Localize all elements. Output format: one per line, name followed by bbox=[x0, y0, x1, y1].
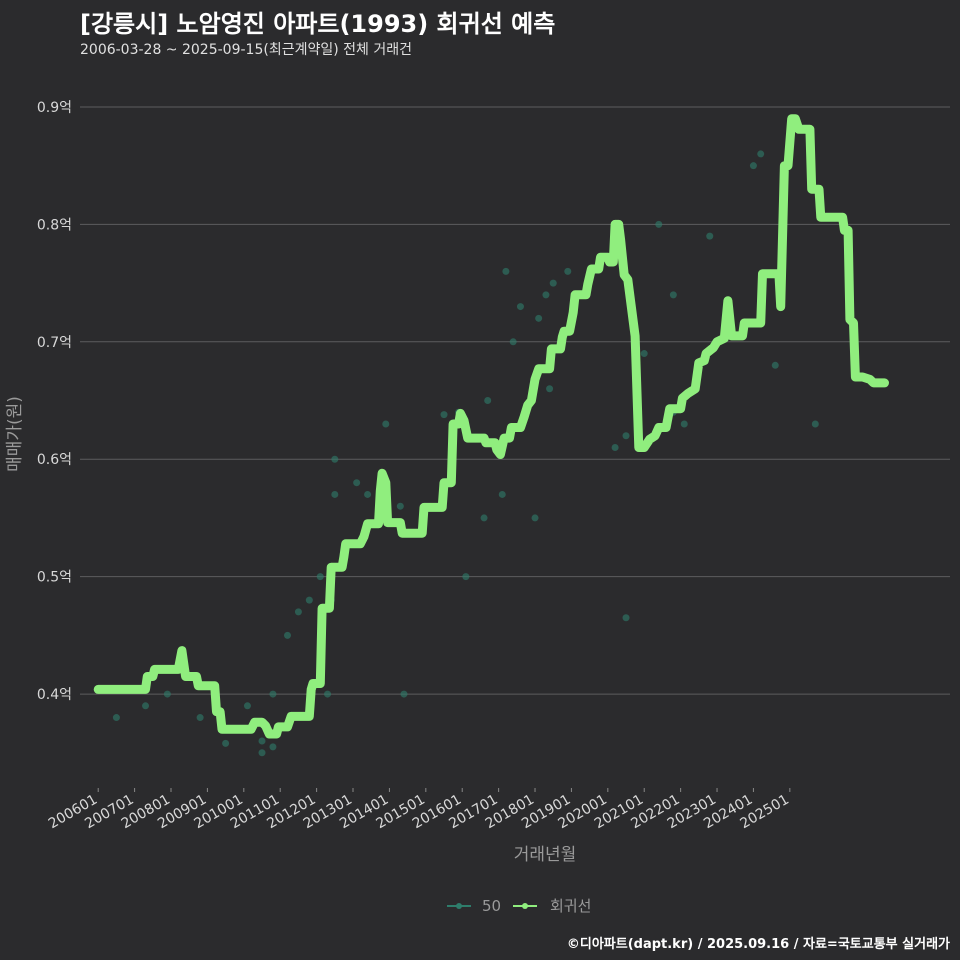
scatter-point bbox=[364, 490, 372, 498]
scatter-point bbox=[622, 432, 630, 440]
scatter-point bbox=[655, 220, 663, 228]
legend-label-regression: 회귀선 bbox=[550, 897, 591, 915]
scatter-point bbox=[382, 420, 390, 428]
scatter-point bbox=[316, 573, 324, 581]
scatter-point bbox=[243, 702, 251, 710]
scatter-point bbox=[222, 739, 230, 747]
scatter-point bbox=[706, 232, 714, 240]
scatter-point bbox=[462, 573, 470, 581]
y-tick-label: 0.5억 bbox=[37, 570, 72, 586]
scatter-point bbox=[331, 490, 339, 498]
scatter-point bbox=[112, 714, 120, 722]
scatter-point bbox=[546, 385, 554, 393]
y-tick-label: 0.8억 bbox=[37, 217, 72, 233]
scatter-point bbox=[396, 502, 404, 510]
scatter-point bbox=[283, 631, 291, 639]
chart-subtitle: 2006-03-28 ~ 2025-09-15(최근계약일) 전체 거래건 bbox=[80, 42, 412, 58]
y-tick-label: 0.4억 bbox=[37, 687, 72, 703]
scatter-point bbox=[680, 420, 688, 428]
scatter-point bbox=[749, 162, 757, 170]
scatter-point bbox=[258, 737, 266, 745]
scatter-point bbox=[516, 303, 524, 311]
scatter-point bbox=[640, 350, 648, 358]
scatter-point bbox=[484, 397, 492, 405]
scatter-point bbox=[622, 614, 630, 622]
y-axis-label: 매매가(원) bbox=[5, 396, 25, 472]
scatter-point bbox=[564, 267, 572, 275]
scatter-point bbox=[498, 490, 506, 498]
scatter-point bbox=[811, 420, 819, 428]
scatter-point bbox=[294, 608, 302, 616]
y-tick-label: 0.6억 bbox=[37, 452, 72, 468]
scatter-point bbox=[163, 690, 171, 698]
scatter-point bbox=[269, 690, 277, 698]
legend-marker-regression bbox=[522, 903, 528, 909]
scatter-point bbox=[509, 338, 517, 346]
scatter-point bbox=[142, 702, 150, 710]
scatter-point bbox=[400, 690, 408, 698]
scatter-point bbox=[549, 279, 557, 287]
x-axis-label: 거래년월 bbox=[514, 845, 577, 865]
scatter-point bbox=[440, 411, 448, 419]
scatter-point bbox=[535, 314, 543, 322]
scatter-point bbox=[269, 743, 277, 751]
y-tick-label: 0.7억 bbox=[37, 335, 72, 351]
chart-title: [강릉시] 노암영진 아파트(1993) 회귀선 예측 bbox=[80, 10, 556, 38]
scatter-point bbox=[531, 514, 539, 522]
scatter-point bbox=[353, 479, 361, 487]
scatter-point bbox=[502, 267, 510, 275]
footer-credit: ©디아파트(dapt.kr) / 2025.09.16 / 자료=국토교통부 실… bbox=[566, 937, 950, 952]
scatter-point bbox=[611, 443, 619, 451]
regression-line bbox=[93, 114, 889, 739]
scatter-point bbox=[258, 749, 266, 757]
scatter-point bbox=[196, 714, 204, 722]
legend-marker-50 bbox=[456, 903, 462, 909]
scatter-point bbox=[771, 361, 779, 369]
scatter-point bbox=[542, 291, 550, 299]
scatter-point bbox=[331, 455, 339, 463]
scatter-point bbox=[305, 596, 313, 604]
legend-label-50: 50 bbox=[482, 897, 501, 915]
y-tick-label: 0.9억 bbox=[37, 100, 72, 116]
scatter-point bbox=[757, 150, 765, 158]
scatter-point bbox=[480, 514, 488, 522]
scatter-point bbox=[669, 291, 677, 299]
scatter-point bbox=[324, 690, 332, 698]
